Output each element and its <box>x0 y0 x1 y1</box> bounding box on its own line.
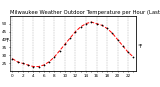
Y-axis label: °F: °F <box>138 44 143 48</box>
Y-axis label: °F: °F <box>4 39 9 44</box>
Text: Milwaukee Weather Outdoor Temperature per Hour (Last 24 Hours): Milwaukee Weather Outdoor Temperature pe… <box>10 10 160 15</box>
